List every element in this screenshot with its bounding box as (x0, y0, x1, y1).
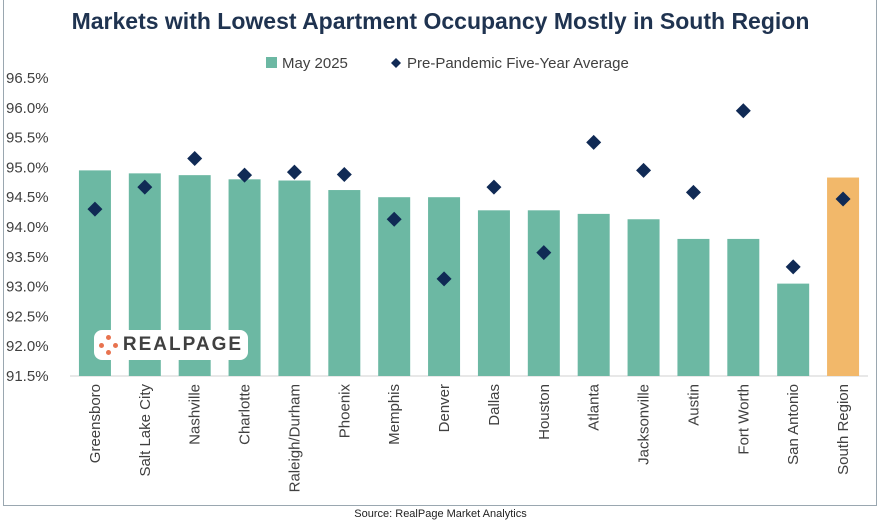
bar-fort-worth (727, 238, 760, 376)
marker-houston (536, 245, 552, 261)
marker-jacksonville (636, 162, 652, 178)
marker-denver (436, 271, 452, 287)
x-tick-label: Charlotte (237, 384, 254, 445)
realpage-logo: REALPAGE (94, 330, 248, 360)
y-tick-label: 94.0% (6, 219, 49, 236)
y-tick-label: 93.5% (6, 249, 49, 266)
x-tick-label: Greensboro (87, 384, 104, 463)
x-tick-label: South Region (835, 384, 852, 475)
x-tick-label: San Antonio (785, 384, 802, 465)
marker-raleigh-durham (286, 164, 302, 180)
bar-raleigh-durham (278, 180, 311, 376)
bar-phoenix (328, 190, 361, 376)
legend-swatch-bar (266, 57, 277, 68)
y-tick-label: 91.5% (6, 368, 49, 385)
x-tick-label: Atlanta (586, 383, 603, 430)
marker-dallas (486, 179, 502, 195)
y-tick-label: 96.0% (6, 100, 49, 117)
marker-memphis (386, 211, 402, 227)
x-tick-label: Memphis (386, 384, 403, 445)
bar-atlanta (577, 213, 610, 376)
bar-memphis (378, 197, 411, 376)
bar-dallas (477, 210, 510, 376)
y-tick-label: 96.5% (6, 70, 49, 87)
marker-san-antonio (785, 259, 801, 275)
bar-austin (677, 238, 710, 376)
bar-jacksonville (627, 219, 660, 376)
logo-text: REALPAGE (122, 334, 244, 355)
marker-atlanta (586, 134, 602, 150)
x-tick-label: Denver (436, 384, 453, 432)
source-note: Source: RealPage Market Analytics (354, 508, 527, 520)
x-tick-label: Houston (536, 384, 553, 440)
bar-san-antonio (777, 283, 810, 376)
marker-fort-worth (735, 103, 751, 119)
x-tick-label: Salt Lake City (137, 384, 154, 477)
chart-svg: 91.5% 92.0% 92.5% 93.0% 93.5% 94.0% 94.5% 95.0%… (6, 55, 868, 492)
logo-dots-icon (98, 335, 119, 355)
x-tick-label: Fort Worth (735, 384, 752, 455)
x-tick-label: Jacksonville (636, 384, 653, 465)
marker-phoenix (336, 167, 352, 183)
y-tick-label: 92.5% (6, 308, 49, 325)
bar-south-region (827, 177, 860, 376)
x-tick-label: Raleigh/Durham (286, 384, 303, 492)
marker-austin (685, 184, 701, 200)
x-tick-label: Nashville (187, 384, 204, 445)
bar-denver (428, 197, 461, 376)
marker-charlotte (237, 167, 253, 183)
y-tick-label: 95.0% (6, 159, 49, 176)
legend-label-marker: Pre-Pandemic Five-Year Average (407, 55, 629, 72)
y-tick-label: 95.5% (6, 130, 49, 147)
chart-title: Markets with Lowest Apartment Occupancy … (71, 8, 810, 34)
y-tick-label: 94.5% (6, 189, 49, 206)
marker-south-region (835, 191, 851, 207)
x-tick-label: Dallas (486, 384, 503, 426)
legend-label-bar: May 2025 (282, 55, 348, 72)
legend-swatch-marker (391, 58, 401, 68)
y-tick-label: 92.0% (6, 338, 49, 355)
bar-houston (527, 210, 560, 376)
marker-greensboro (87, 201, 103, 217)
y-tick-label: 93.0% (6, 279, 49, 296)
marker-salt-lake-city (137, 179, 153, 195)
x-tick-label: Phoenix (336, 384, 353, 439)
x-tick-label: Austin (685, 384, 702, 426)
marker-nashville (187, 150, 203, 166)
